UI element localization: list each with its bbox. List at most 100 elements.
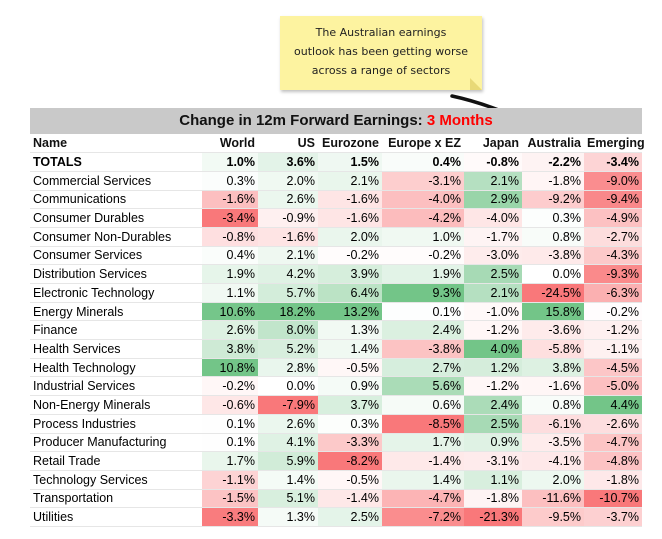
value-cell: 1.7% (382, 433, 464, 453)
value-cell: 5.2% (258, 339, 318, 359)
value-cell: 0.1% (202, 414, 258, 434)
value-cell: -3.4% (584, 152, 642, 172)
value-cell: 1.4% (318, 339, 382, 359)
value-cell: 2.0% (318, 227, 382, 247)
value-cell: -1.8% (522, 171, 584, 191)
value-cell: 3.9% (318, 264, 382, 284)
value-cell: -3.3% (318, 433, 382, 453)
value-cell: 2.0% (522, 470, 584, 490)
value-cell: -0.2% (318, 246, 382, 266)
value-cell: 2.8% (258, 358, 318, 378)
value-cell: 1.1% (464, 470, 522, 490)
column-header: Europe x EZ (382, 134, 464, 154)
value-cell: -1.0% (464, 302, 522, 322)
table-title: Change in 12m Forward Earnings: 3 Months (30, 108, 642, 134)
value-cell: -3.5% (522, 433, 584, 453)
value-cell: -4.7% (382, 489, 464, 509)
value-cell: -10.7% (584, 489, 642, 509)
value-cell: -4.0% (464, 208, 522, 228)
value-cell: -1.4% (318, 489, 382, 509)
value-cell: 1.7% (202, 451, 258, 471)
value-cell: -1.2% (464, 320, 522, 341)
value-cell: 0.1% (202, 433, 258, 453)
value-cell: 1.9% (202, 264, 258, 284)
value-cell: -8.2% (318, 451, 382, 471)
value-cell: -3.3% (202, 507, 258, 527)
value-cell: -7.2% (382, 507, 464, 527)
row-name: Consumer Durables (30, 208, 202, 228)
value-cell: 0.3% (318, 414, 382, 434)
column-header: Name (30, 134, 202, 154)
table-row: Communications -1.6% 2.6% -1.6% -4.0% 2.9% -9.… (30, 190, 642, 210)
value-cell: -0.5% (318, 358, 382, 378)
value-cell: 0.4% (202, 246, 258, 266)
value-cell: 0.8% (522, 227, 584, 247)
value-cell: 18.2% (258, 302, 318, 322)
value-cell: -0.5% (318, 470, 382, 490)
value-cell: -7.9% (258, 395, 318, 415)
row-name: Commercial Services (30, 171, 202, 191)
table-row: Health Services 3.8% 5.2% 1.4% -3.8% 4.0% -5.8… (30, 339, 642, 359)
value-cell: -21.3% (464, 507, 522, 527)
value-cell: -6.3% (584, 283, 642, 303)
value-cell: 10.8% (202, 358, 258, 378)
value-cell: -2.2% (522, 152, 584, 172)
value-cell: 13.2% (318, 302, 382, 322)
value-cell: 5.9% (258, 451, 318, 471)
value-cell: -1.1% (202, 470, 258, 490)
value-cell: 3.6% (258, 152, 318, 172)
value-cell: -8.5% (382, 414, 464, 434)
value-cell: -9.5% (522, 507, 584, 527)
table-row: Producer Manufacturing 0.1% 4.1% -3.3% 1.7% 0… (30, 433, 642, 453)
value-cell: 0.9% (318, 376, 382, 397)
value-cell: -4.0% (382, 190, 464, 210)
value-cell: 2.6% (202, 320, 258, 341)
column-header: Japan (464, 134, 522, 154)
row-name: Electronic Technology (30, 283, 202, 303)
value-cell: -0.8% (202, 227, 258, 247)
value-cell: 2.6% (258, 190, 318, 210)
row-name: Distribution Services (30, 264, 202, 284)
value-cell: 0.0% (258, 376, 318, 397)
value-cell: 8.0% (258, 320, 318, 341)
value-cell: -1.8% (464, 489, 522, 509)
table-row: Retail Trade 1.7% 5.9% -8.2% -1.4% -3.1% -4.1%… (30, 451, 642, 471)
annotation-line: across a range of sectors (311, 64, 451, 77)
value-cell: 4.2% (258, 264, 318, 284)
row-name: Producer Manufacturing (30, 433, 202, 453)
value-cell: 0.0% (522, 264, 584, 284)
column-header: Emerging (584, 134, 645, 154)
value-cell: -3.4% (202, 208, 258, 228)
row-name: Energy Minerals (30, 302, 202, 322)
value-cell: 5.1% (258, 489, 318, 509)
value-cell: -4.8% (584, 451, 642, 471)
row-name: Industrial Services (30, 376, 202, 397)
row-name: TOTALS (30, 152, 202, 172)
value-cell: -1.7% (464, 227, 522, 247)
value-cell: 1.0% (382, 227, 464, 247)
row-name: Transportation (30, 489, 202, 509)
table-row: Process Industries 0.1% 2.6% 0.3% -8.5% 2.5% -… (30, 414, 642, 434)
value-cell: -5.8% (522, 339, 584, 359)
value-cell: -0.6% (202, 395, 258, 415)
value-cell: 2.6% (258, 414, 318, 434)
value-cell: -3.8% (522, 246, 584, 266)
value-cell: -1.8% (584, 470, 642, 490)
value-cell: 2.1% (464, 171, 522, 191)
value-cell: -1.6% (318, 190, 382, 210)
column-header: Eurozone (318, 134, 382, 154)
table-row: Transportation -1.5% 5.1% -1.4% -4.7% -1.8% -1… (30, 489, 642, 509)
row-name: Technology Services (30, 470, 202, 490)
table-row: Distribution Services 1.9% 4.2% 3.9% 1.9% 2.5… (30, 264, 642, 284)
value-cell: -5.0% (584, 376, 642, 397)
table-title-text: Change in 12m Forward Earnings: (179, 112, 423, 129)
table-row: Industrial Services -0.2% 0.0% 0.9% 5.6% -1.2… (30, 376, 642, 397)
value-cell: 2.1% (464, 283, 522, 303)
annotation-line: The Australian earnings (315, 26, 447, 39)
table-row: Consumer Durables -3.4% -0.9% -1.6% -4.2% -4.… (30, 208, 642, 228)
value-cell: -0.9% (258, 208, 318, 228)
value-cell: -9.0% (584, 171, 642, 191)
value-cell: 3.7% (318, 395, 382, 415)
value-cell: 2.5% (318, 507, 382, 527)
value-cell: -3.1% (382, 171, 464, 191)
